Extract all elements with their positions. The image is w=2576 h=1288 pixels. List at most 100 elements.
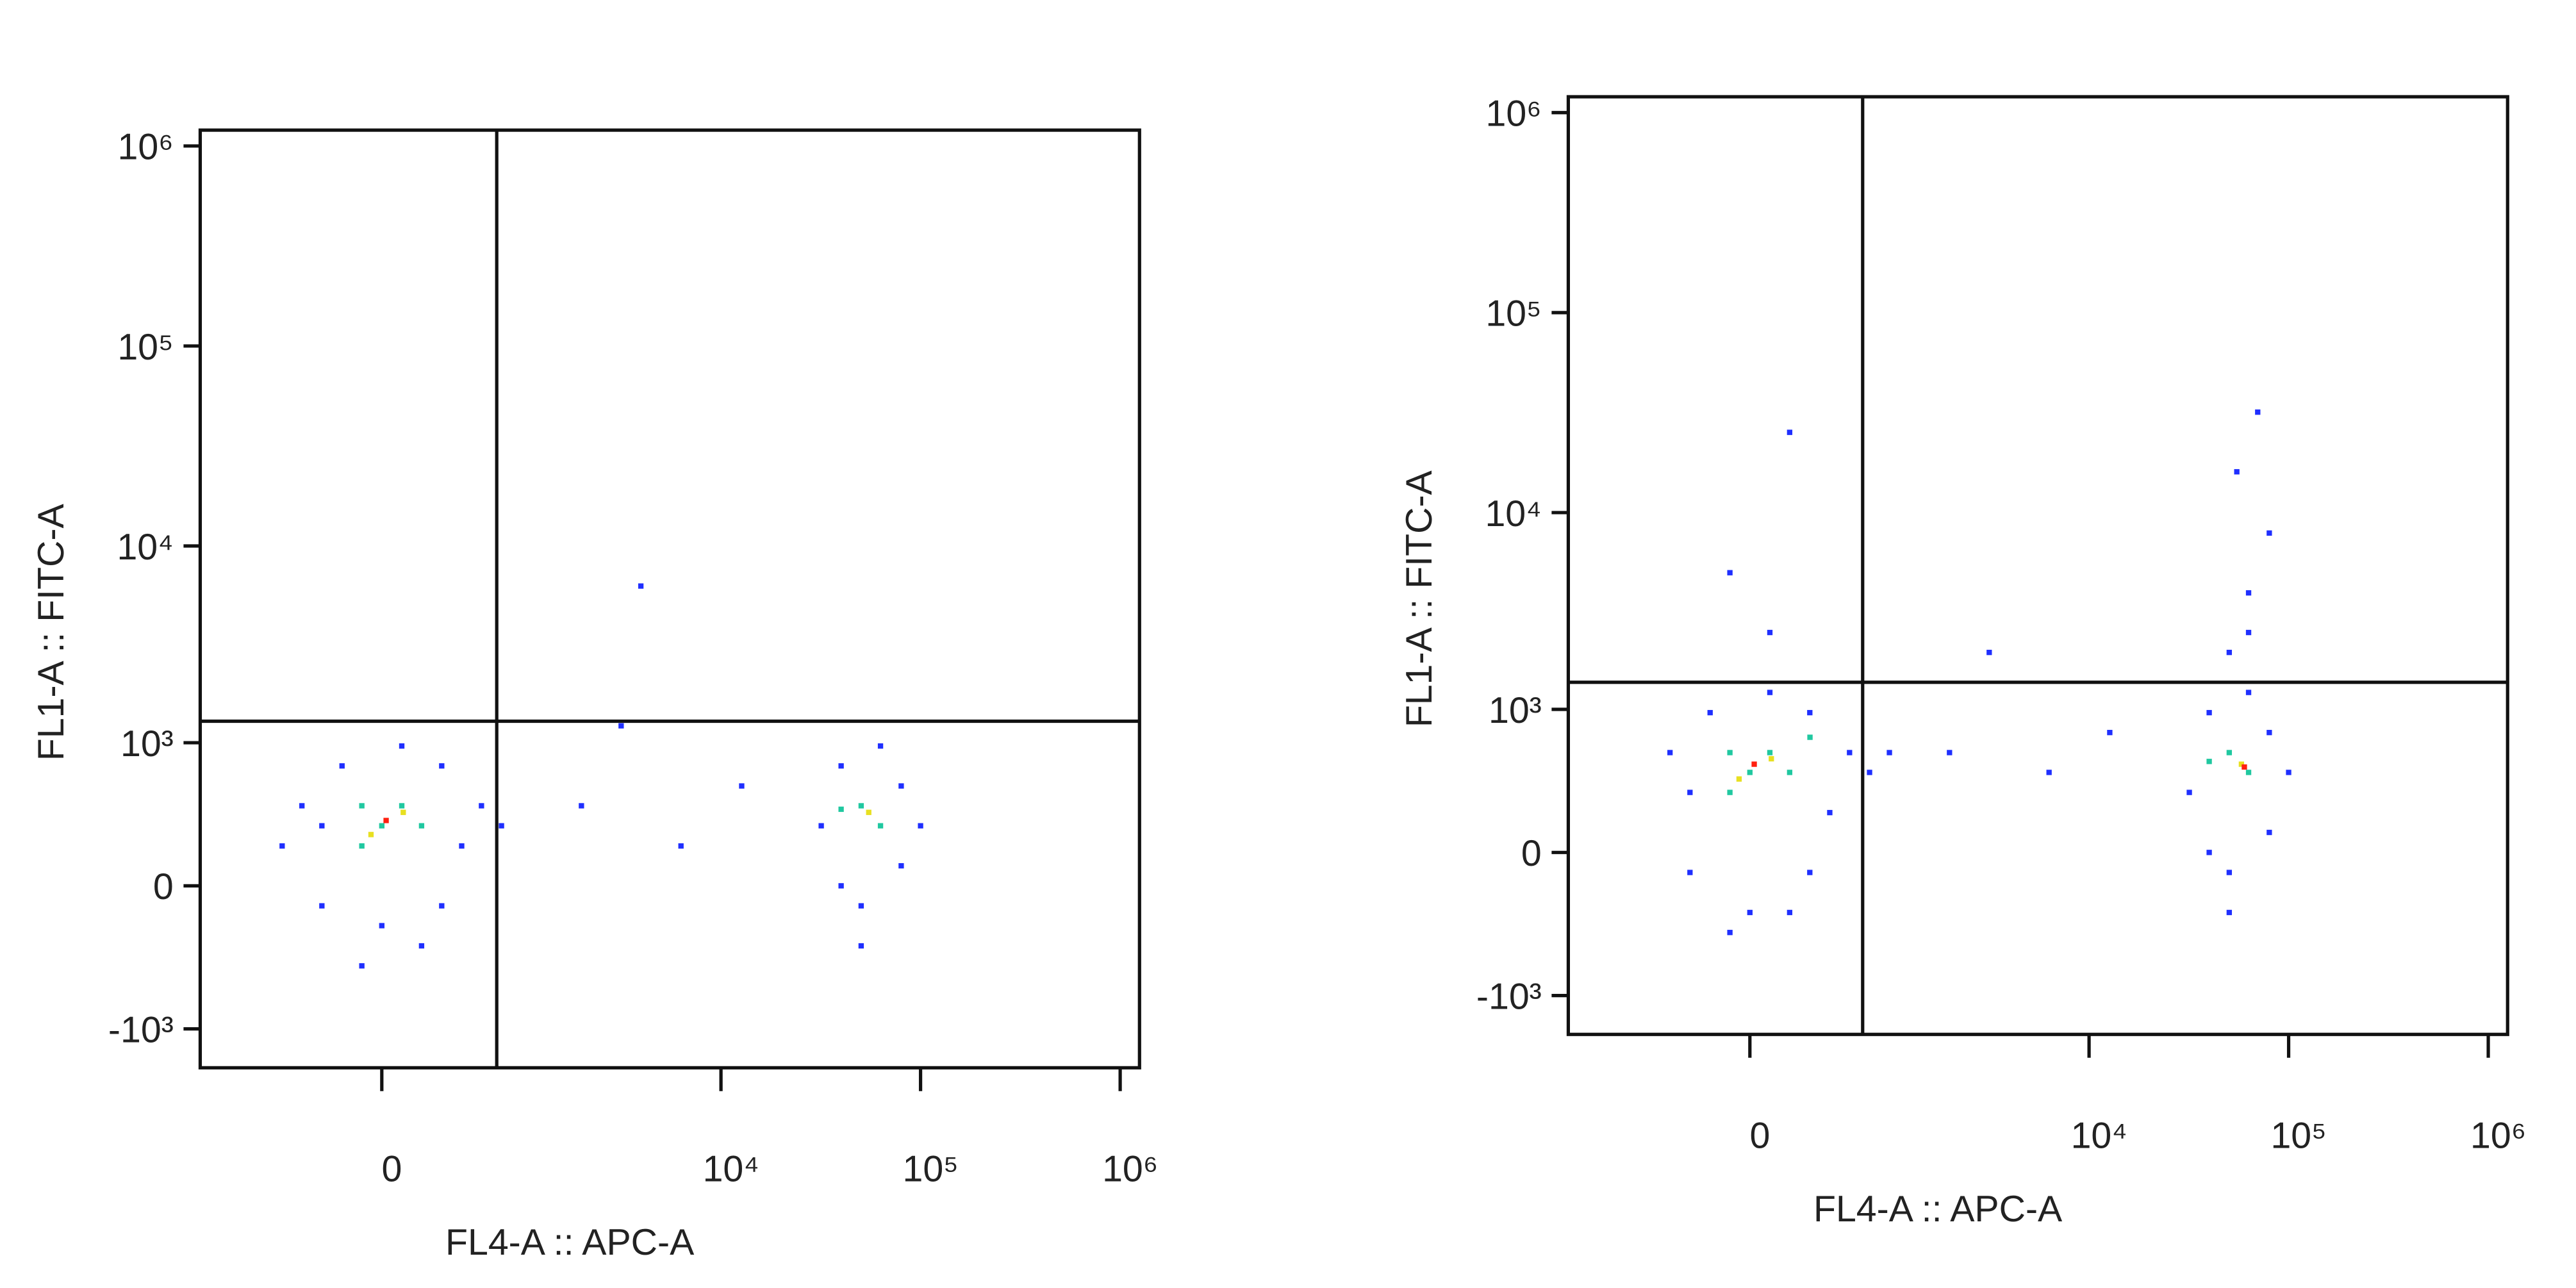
event-dot (1787, 770, 1793, 775)
event-dot (898, 783, 904, 789)
event-dot (2266, 829, 2272, 836)
event-dot (918, 823, 923, 829)
event-dot (299, 803, 305, 809)
event-dot (1807, 734, 1813, 740)
event-dot (1727, 750, 1733, 755)
y-tick-label: 10⁶ (117, 127, 173, 168)
event-dot (2238, 761, 2245, 767)
event-dot (1751, 761, 1757, 767)
event-dot (1767, 629, 1773, 636)
event-dot (2226, 870, 2233, 875)
y-tick-label: 0 (1521, 833, 1542, 874)
event-dot (2206, 759, 2212, 764)
event-dot (499, 823, 504, 829)
event-dot (618, 723, 624, 729)
x-axis-title: FL4-A :: APC-A (1813, 1189, 2063, 1230)
event-dot (2226, 649, 2233, 656)
y-tick-label: 10⁵ (1485, 293, 1541, 334)
event-dot (1747, 909, 1753, 916)
x-axis-title: FL4-A :: APC-A (445, 1222, 695, 1263)
event-dot (1807, 870, 1813, 875)
event-dot (379, 923, 384, 929)
event-dot (359, 963, 365, 969)
event-dot (1986, 649, 1992, 656)
event-dot (1867, 770, 1872, 775)
event-dot (1727, 930, 1733, 936)
y-axis-title: FL1-A :: FITC-A (31, 504, 72, 761)
event-dot (1707, 709, 1713, 716)
x-tick-label: 10⁴ (2071, 1115, 2127, 1156)
event-dot (838, 763, 844, 769)
event-dot (739, 783, 745, 789)
y-tick-label: -10³ (1476, 976, 1542, 1017)
event-dot (279, 843, 285, 849)
event-dot (339, 763, 345, 769)
y-tick-label: -10³ (108, 1009, 174, 1050)
event-dot (399, 743, 405, 749)
event-dot (579, 803, 584, 809)
event-dot (2245, 770, 2252, 775)
event-dot (877, 743, 884, 749)
event-dot (2255, 409, 2261, 415)
event-dot (858, 943, 864, 949)
event-dot (1827, 809, 1833, 816)
event-dot (877, 823, 884, 829)
event-dot (383, 818, 389, 823)
event-dot (418, 823, 425, 829)
event-dot (1747, 770, 1753, 775)
event-dot (359, 803, 365, 809)
x-tick-label: 10⁵ (902, 1148, 958, 1189)
event-dot (459, 843, 465, 849)
event-dot (399, 803, 405, 809)
event-dot (2266, 530, 2272, 536)
event-dot (2234, 469, 2240, 475)
x-tick-label: 0 (1749, 1115, 1770, 1156)
event-dot (319, 903, 325, 909)
event-dot (1787, 909, 1793, 916)
event-dot (838, 883, 844, 889)
plot-frame (1566, 95, 2509, 1036)
event-dot (2107, 730, 2113, 736)
y-tick-label: 10³ (120, 723, 174, 764)
event-dot (439, 903, 445, 909)
y-axis-title: FL1-A :: FITC-A (1399, 470, 1440, 727)
event-dot (479, 803, 484, 809)
event-dot (1667, 750, 1673, 755)
event-dot (1736, 776, 1742, 782)
event-dot (1767, 750, 1773, 755)
event-dot (2242, 764, 2247, 770)
event-dot (368, 832, 374, 838)
y-tick-label: 10⁴ (117, 527, 173, 568)
event-dot (2266, 730, 2272, 736)
event-dot (359, 843, 365, 849)
event-dot (2226, 909, 2233, 916)
event-dot (1687, 870, 1693, 875)
event-dot (2206, 850, 2212, 855)
event-dot (898, 863, 904, 869)
plot-frame (198, 128, 1141, 1069)
y-tick-label: 10⁴ (1485, 493, 1541, 534)
event-dot (2245, 629, 2252, 636)
event-dot (678, 843, 684, 849)
event-dot (1727, 570, 1733, 575)
event-dot (1847, 750, 1853, 755)
event-dot (2245, 689, 2252, 695)
event-dot (439, 763, 445, 769)
y-tick-label: 10³ (1489, 690, 1542, 731)
event-dot (1727, 789, 1733, 795)
event-dot (1769, 755, 1774, 762)
event-dot (2226, 750, 2233, 755)
event-dot (319, 823, 325, 829)
event-dot (1887, 750, 1892, 755)
event-dot (1767, 689, 1773, 695)
event-dot (818, 823, 824, 829)
event-dot (400, 809, 406, 815)
y-tick-label: 10⁶ (1485, 94, 1541, 135)
event-dot (866, 809, 871, 815)
event-dot (1787, 429, 1793, 435)
x-tick-label: 0 (382, 1148, 402, 1189)
event-dot (1947, 750, 1953, 755)
